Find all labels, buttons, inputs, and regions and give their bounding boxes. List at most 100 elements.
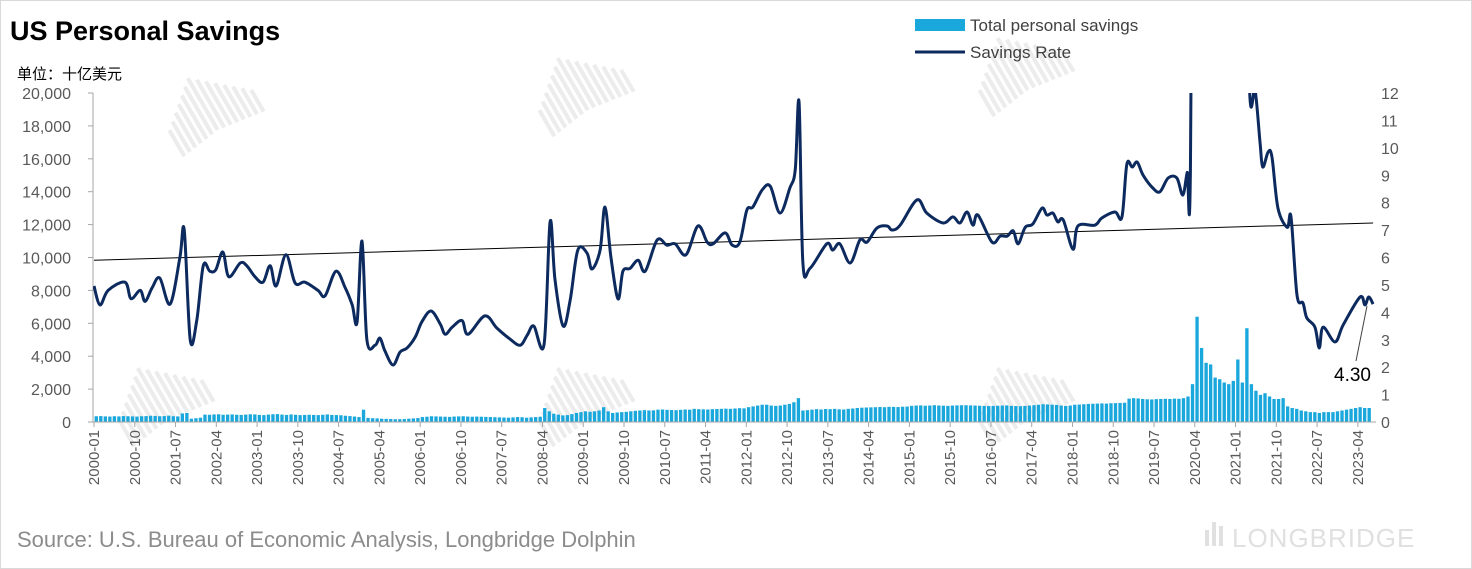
savings-bar (339, 415, 343, 422)
x-tick-label: 2007-07 (494, 430, 511, 485)
watermark-bar (980, 80, 1002, 113)
savings-bar (1236, 359, 1240, 422)
watermark-graphic (167, 77, 266, 158)
savings-bar (996, 405, 1000, 422)
savings-bar (1349, 408, 1353, 422)
savings-bar (225, 414, 230, 422)
savings-bar (411, 418, 416, 422)
savings-bar (457, 416, 461, 422)
savings-bar (1245, 328, 1249, 422)
savings-bar (212, 414, 216, 422)
savings-bar (534, 417, 538, 422)
savings-bar (257, 414, 262, 422)
savings-bar (1109, 403, 1113, 422)
savings-bar (620, 412, 624, 422)
savings-bar (425, 416, 429, 422)
savings-bar (262, 415, 266, 422)
x-tick-label: 2021-01 (1228, 430, 1245, 485)
savings-bar (878, 407, 882, 422)
savings-bar (656, 409, 660, 422)
savings-bar (1285, 406, 1290, 422)
savings-bar (982, 405, 986, 422)
savings-bar (126, 416, 130, 422)
savings-bar (955, 405, 959, 422)
savings-bar (402, 419, 406, 422)
savings-bar (284, 414, 289, 422)
savings-bar (321, 414, 325, 422)
savings-bar (928, 405, 932, 422)
savings-bar (470, 416, 474, 422)
watermark-bar (565, 58, 597, 109)
savings-bar (515, 417, 520, 422)
savings-bar (1267, 396, 1272, 422)
right-tick-label: 7 (1381, 223, 1390, 240)
left-tick-label: 4,000 (31, 349, 71, 366)
savings-bar (275, 414, 280, 422)
savings-bar (710, 409, 715, 422)
savings-bar (556, 414, 560, 422)
savings-bar (203, 414, 207, 422)
savings-bar (910, 405, 914, 422)
watermark-bar (213, 82, 240, 124)
savings-bar (937, 405, 941, 422)
savings-bar (887, 406, 891, 422)
savings-bar (1050, 404, 1054, 422)
savings-bar (624, 411, 628, 422)
savings-bar (461, 416, 465, 422)
savings-bar (810, 409, 814, 422)
savings-bar (502, 417, 506, 422)
savings-bar (99, 416, 103, 422)
savings-bar (1005, 405, 1009, 422)
savings-bar (968, 405, 973, 422)
savings-bar (361, 409, 366, 422)
watermark-bar (574, 370, 603, 416)
savings-bar (1358, 407, 1362, 422)
savings-bar (1136, 398, 1140, 422)
watermark-bar (556, 367, 590, 422)
savings-bar (697, 409, 701, 422)
longbridge-logo: LONGBRIDGE (1205, 522, 1414, 553)
savings-bar (1227, 384, 1231, 422)
savings-bar (1077, 404, 1081, 422)
watermark-bar (546, 393, 573, 435)
savings-bar (647, 410, 651, 422)
watermark-bar (186, 77, 220, 132)
savings-bar (706, 409, 710, 422)
unit-label: 单位：十亿美元 (17, 65, 122, 83)
watermark-bar (1005, 38, 1037, 89)
savings-bar (1308, 412, 1312, 422)
savings-bar (447, 416, 452, 422)
watermark-bar (199, 378, 216, 403)
savings-bar (900, 406, 905, 422)
savings-bar (837, 409, 841, 422)
savings-bar (755, 405, 760, 422)
savings-bar (1199, 347, 1204, 422)
savings-bar (108, 416, 112, 422)
x-tick-label: 2006-01 (412, 430, 429, 485)
left-tick-label: 10,000 (22, 251, 71, 268)
savings-bar (615, 412, 619, 422)
savings-bar (330, 414, 334, 422)
savings-bar (1095, 403, 1100, 422)
savings-bar (1023, 405, 1027, 422)
savings-bar (1068, 405, 1072, 422)
savings-bar (719, 408, 724, 422)
x-tick-label: 2006-10 (453, 430, 470, 485)
savings-bar (896, 407, 900, 422)
savings-bar (103, 416, 107, 422)
savings-bar (977, 405, 982, 422)
savings-bar (348, 416, 352, 422)
watermark-bar (1023, 42, 1050, 84)
savings-bar (769, 405, 773, 422)
savings-bar (855, 408, 859, 422)
savings-bar (1000, 405, 1004, 422)
savings-bar (1041, 404, 1045, 422)
watermark-bar (619, 378, 636, 403)
savings-bar (733, 408, 737, 422)
savings-bar (543, 408, 547, 422)
watermark-bar (986, 393, 1013, 435)
savings-bar (1122, 402, 1127, 422)
right-tick-label: 12 (1381, 86, 1399, 103)
savings-bar (230, 414, 234, 422)
savings-bar (633, 410, 637, 422)
